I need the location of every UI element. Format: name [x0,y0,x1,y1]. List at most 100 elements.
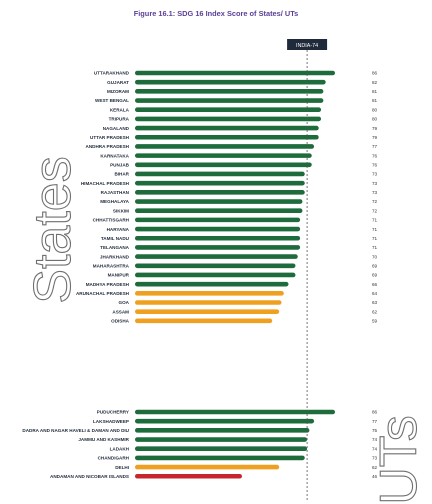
bar-lakshadweep [135,418,315,424]
bar-label-uttarakhand: UTTARAKHAND [94,71,130,76]
bar-uttarakhand [135,70,336,76]
bar-value-jammu-and-kashmir: 74 [372,437,378,442]
bar-label-goa: GOA [119,300,130,305]
bar-nagaland [135,125,319,131]
bar-uttar-pradesh [135,134,319,140]
bar-arunachal-pradesh [135,291,284,296]
bar-label-andhra-pradesh: ANDHRA PRADESH [86,144,130,149]
bar-haryana [135,226,301,232]
bar-label-sikkim: SIKKIM [113,208,129,213]
bar-value-nagaland: 79 [372,126,378,131]
bar-bihar [135,171,305,177]
bar-label-meghalaya: MEGHALAYA [100,199,129,204]
bar-value-andhra-pradesh: 77 [372,144,378,149]
bar-label-odisha: ODISHA [111,319,130,324]
bar-delhi [135,464,280,470]
bar-label-tamil-nadu: TAMIL NADU [101,236,130,241]
bar-value-telangana: 71 [372,245,378,250]
bar-label-dadra-and-nagar-haveli-daman-and-diu: DADRA AND NAGAR HAVELI & DAMAN AND DIU [22,428,129,433]
bar-dadra-and-nagar-haveli-daman-and-diu [135,428,310,433]
bar-value-sikkim: 72 [372,208,378,213]
bar-punjab [135,162,312,168]
bar-value-andaman-and-nicobar-islands: 46 [372,474,378,479]
bar-label-lakshadweep: LAKSHADWEEP [93,419,129,424]
bar-label-karnataka: KARNATAKA [100,153,129,158]
group-label-uts: UTs [370,415,428,504]
bar-telangana [135,245,301,250]
bar-assam [135,309,280,314]
bar-maharashtra [135,263,296,269]
bar-andaman-and-nicobar-islands [135,473,242,479]
bar-label-punjab: PUNJAB [110,163,130,168]
bar-chandigarh [135,455,305,461]
bar-label-haryana: HARYANA [107,227,130,232]
bar-mizoram [135,89,324,94]
bar-ladakh [135,446,308,452]
bar-sikkim [135,208,303,213]
bar-value-gujarat: 82 [372,80,378,85]
bar-label-jharkhand: JHARKHAND [100,254,130,259]
bar-label-chandigarh: CHANDIGARH [98,456,130,461]
bar-puducherry [135,409,336,415]
bar-value-uttarakhand: 86 [372,71,378,76]
bar-himachal-pradesh [135,180,305,186]
bar-value-chandigarh: 73 [372,456,378,461]
bar-manipur [135,272,296,278]
bar-value-mizoram: 81 [372,89,378,94]
bar-label-rajasthan: RAJASTHAN [101,190,130,195]
bar-label-himachal-pradesh: HIMACHAL PRADESH [81,181,130,186]
bar-gujarat [135,79,326,85]
bar-label-uttar-pradesh: UTTAR PRADESH [90,135,130,140]
bar-label-ladakh: LADAKH [110,446,130,451]
bar-value-uttar-pradesh: 79 [372,135,378,140]
bar-tamil-nadu [135,235,301,241]
bar-label-assam: ASSAM [112,309,129,314]
bar-value-odisha: 59 [372,319,378,324]
bar-andhra-pradesh [135,144,315,149]
bar-value-chhattisgarh: 71 [372,218,378,223]
bar-label-manipur: MANIPUR [108,273,130,278]
bar-value-delhi: 62 [372,465,378,470]
bar-value-dadra-and-nagar-haveli-daman-and-diu: 75 [372,428,378,433]
bar-value-karnataka: 76 [372,153,378,158]
bar-label-jammu-and-kashmir: JAMMU AND KASHMIR [78,437,129,442]
bar-label-maharashtra: MAHARASHTRA [93,263,130,268]
bar-meghalaya [135,199,303,204]
bar-value-punjab: 76 [372,163,378,168]
bar-label-chhattisgarh: CHHATTISGARH [93,218,130,223]
bar-value-maharashtra: 69 [372,263,378,268]
bar-value-tripura: 80 [372,117,378,122]
reference-label-box [287,39,328,50]
bar-rajasthan [135,190,305,195]
bar-value-ladakh: 74 [372,446,378,451]
bar-value-manipur: 69 [372,273,378,278]
bar-value-tamil-nadu: 71 [372,236,378,241]
bar-madhya-pradesh [135,281,289,287]
bar-label-andaman-and-nicobar-islands: ANDAMAN AND NICOBAR ISLANDS [50,474,129,479]
bar-value-meghalaya: 72 [372,199,378,204]
bar-value-west-bengal: 81 [372,98,378,103]
bar-chhattisgarh [135,217,301,223]
bar-tripura [135,116,322,122]
bar-value-himachal-pradesh: 73 [372,181,378,186]
bar-jharkhand [135,254,298,259]
bar-value-arunachal-pradesh: 64 [372,291,378,296]
bar-kerala [135,107,322,113]
bar-label-madhya-pradesh: MADHYA PRADESH [86,282,130,287]
reference-label: INDIA-74 [296,43,318,49]
bar-label-puducherry: PUDUCHERRY [97,410,129,415]
bar-goa [135,300,282,305]
group-label-states: States [24,156,82,303]
bar-value-kerala: 80 [372,107,378,112]
bar-label-gujarat: GUJARAT [107,80,129,85]
bar-value-madhya-pradesh: 66 [372,282,378,287]
bar-label-nagaland: NAGALAND [103,126,130,131]
figure-title: Figure 16.1: SDG 16 Index Score of State… [133,9,299,18]
bar-label-mizoram: MIZORAM [107,89,129,94]
bar-label-arunachal-pradesh: ARUNACHAL PRADESH [76,291,130,296]
bar-jammu-and-kashmir [135,437,308,442]
bar-value-jharkhand: 70 [372,254,378,259]
bar-value-lakshadweep: 77 [372,419,378,424]
bar-label-kerala: KERALA [110,107,130,112]
